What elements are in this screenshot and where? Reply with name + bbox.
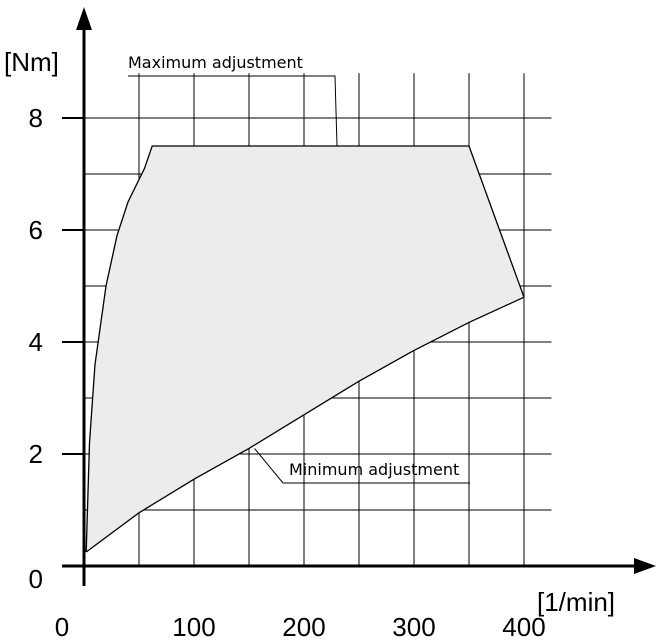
y-tick-label-6: 6 [29, 215, 43, 245]
annotation-leader-0 [128, 75, 338, 147]
y-tick-label-0: 0 [29, 564, 43, 594]
maximum-adjustment-curve [85, 145, 525, 553]
y-tick-label-4: 4 [29, 327, 43, 357]
x-tick-label-200: 200 [282, 612, 325, 640]
x-tick-label-400: 400 [502, 612, 545, 640]
x-tick-label-300: 300 [392, 612, 435, 640]
minimum-adjustment-curve [85, 296, 525, 553]
y-tick-label-8: 8 [29, 103, 43, 133]
x-tick-label-100: 100 [172, 612, 215, 640]
x-axis-arrow [634, 558, 656, 574]
x-axis-label: [1/min] [537, 587, 615, 617]
annotation-label-1: Minimum adjustment [289, 460, 459, 479]
y-axis-label: [Nm] [4, 47, 59, 77]
annotation-label-0: Maximum adjustment [128, 53, 303, 72]
y-tick-label-2: 2 [29, 439, 43, 469]
x-tick-label-0: 0 [55, 612, 69, 640]
annotations: Maximum adjustment Minimum adjustment [128, 53, 470, 484]
y-axis-arrow [76, 7, 92, 30]
annotation-leader-1 [254, 448, 470, 484]
tick-labels: 0 100 200 300 400 0 2 4 6 8 [29, 103, 546, 640]
adjustment-range-area [86, 146, 524, 552]
